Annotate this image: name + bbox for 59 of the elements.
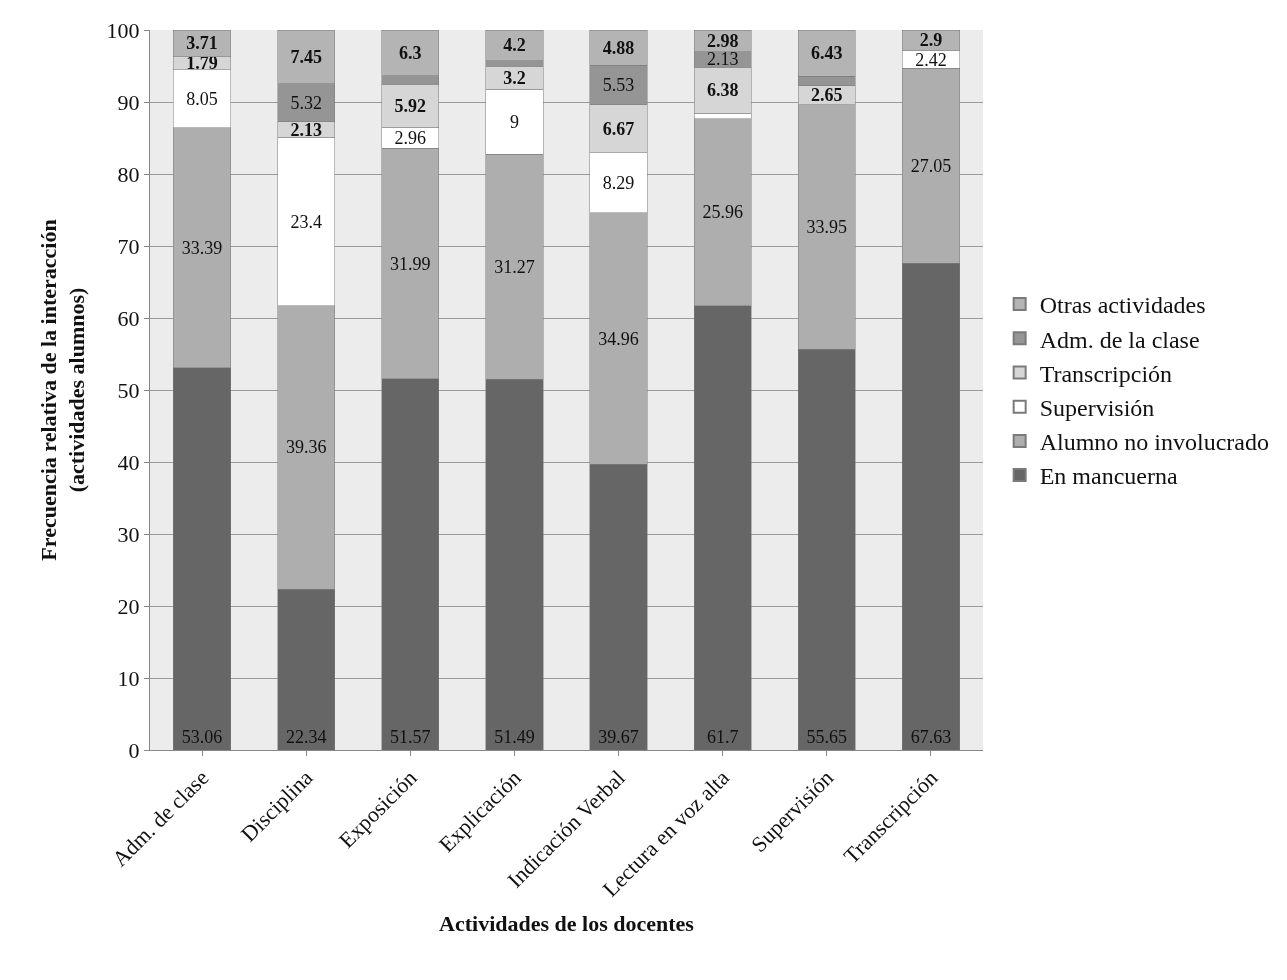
legend-label: Adm. de la clase: [1039, 326, 1200, 353]
data-label: 2.13: [290, 119, 322, 140]
data-label: 31.99: [390, 253, 431, 274]
data-label: 4.88: [602, 37, 635, 58]
data-label: 2.9: [919, 30, 943, 51]
data-label: 33.39: [181, 237, 223, 258]
data-label: 5.92: [394, 95, 427, 116]
data-label: 53.06: [181, 727, 223, 747]
data-label: 39.36: [285, 437, 327, 458]
data-label: 6.43: [811, 43, 843, 64]
legend-label: Alumno no involucrado: [1039, 429, 1269, 456]
data-label: 55.65: [806, 727, 848, 747]
data-label: 5.32: [290, 92, 322, 113]
x-axis-title: Actividades de los docentes: [439, 911, 695, 937]
y-tick-label: 20: [117, 593, 140, 619]
data-label: 3.2: [503, 67, 526, 88]
data-label: 4.2: [503, 35, 526, 56]
data-label: 7.45: [290, 46, 322, 67]
data-label: 2.96: [394, 127, 427, 148]
x-tick-label: Adm. de clase: [107, 765, 214, 872]
data-label: 25.96: [702, 202, 743, 223]
data-label: 51.49: [494, 727, 535, 747]
data-label: 2.98: [706, 31, 739, 52]
legend-label: En mancuerna: [1039, 463, 1178, 490]
y-tick-label: 40: [117, 449, 140, 475]
y-tick-label: 30: [117, 521, 140, 547]
data-label: 67.63: [910, 727, 952, 747]
data-label: 23.4: [290, 211, 322, 232]
data-label: 9: [509, 111, 519, 132]
data-label: 6.38: [706, 80, 739, 101]
data-label: 39.67: [598, 727, 639, 747]
data-label: 61.7: [706, 727, 739, 747]
data-label: 34.96: [598, 328, 639, 349]
data-label: 5.53: [602, 75, 635, 96]
data-label: 22.34: [285, 727, 327, 747]
legend-label: Supervisión: [1039, 395, 1155, 422]
data-label: 2.65: [811, 85, 843, 106]
legend-label: Transcripción: [1039, 360, 1173, 387]
y-tick-label: 100: [106, 17, 140, 43]
data-label: 6.3: [399, 43, 422, 64]
data-label: 8.05: [186, 88, 218, 109]
y-tick-label: 50: [117, 377, 140, 403]
data-label: 31.27: [494, 256, 535, 277]
data-label: 3.71: [186, 33, 218, 54]
y-tick-label: 0: [128, 737, 140, 763]
y-tick-label: 80: [117, 161, 140, 187]
y-tick-label: 10: [117, 665, 140, 691]
y-tick-label: 70: [117, 233, 140, 259]
data-label: 27.05: [910, 155, 952, 176]
legend-label: Otras actividades: [1039, 292, 1206, 319]
y-tick-label: 60: [117, 305, 140, 331]
data-label: 8.29: [602, 172, 635, 193]
y-tick-label: 90: [117, 89, 140, 115]
data-label: 2.42: [915, 49, 947, 70]
data-label: 51.57: [390, 727, 431, 747]
data-label: 33.95: [806, 217, 848, 238]
data-label: 6.67: [602, 118, 635, 139]
y-axis-title: Frecuencia relativa de la interacción (actividades alumnos): [35, 219, 90, 561]
data-label: 2.13: [706, 49, 739, 70]
